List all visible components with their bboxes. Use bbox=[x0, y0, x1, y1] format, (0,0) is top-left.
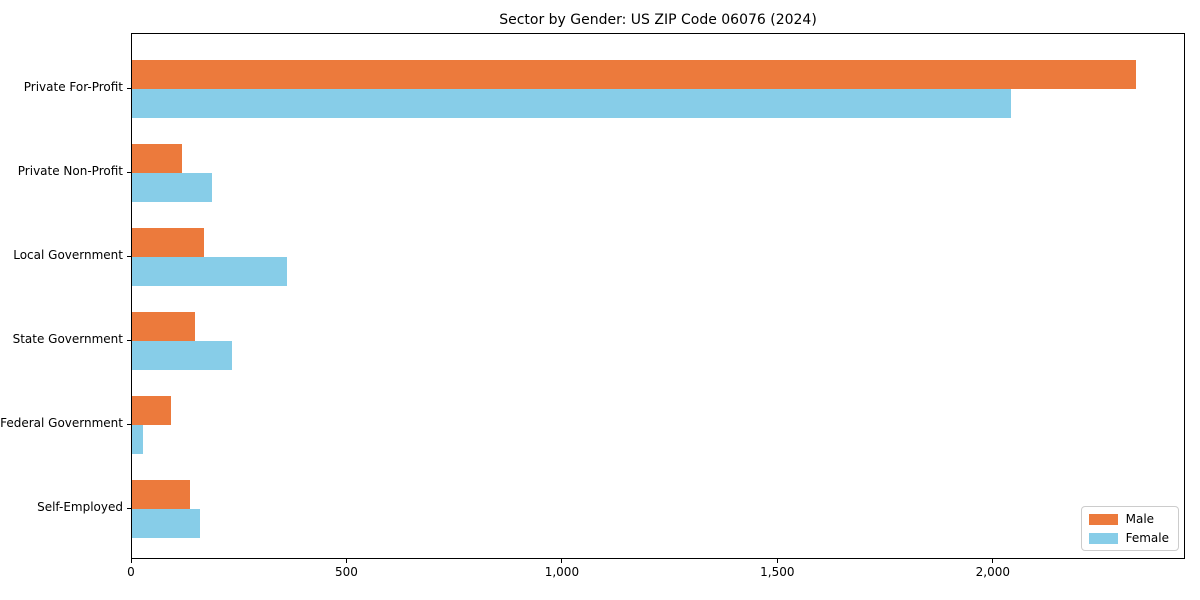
x-tick-label-4: 2,000 bbox=[975, 565, 1010, 579]
y-tick-mark bbox=[127, 171, 131, 173]
bar-male-4 bbox=[132, 396, 171, 425]
bar-male-1 bbox=[132, 144, 182, 173]
x-tick-label-2: 1,000 bbox=[544, 565, 580, 579]
x-tick-mark bbox=[776, 559, 778, 563]
x-tick-label-3: 1,500 bbox=[760, 565, 795, 579]
y-tick-mark bbox=[127, 339, 131, 341]
y-tick-label-0: Private For-Profit bbox=[23, 80, 123, 94]
bar-female-5 bbox=[132, 509, 200, 538]
bar-male-5 bbox=[132, 480, 190, 509]
bar-female-4 bbox=[132, 425, 143, 454]
x-tick-mark bbox=[561, 559, 563, 563]
x-tick-label-1: 500 bbox=[335, 565, 358, 579]
x-tick-mark bbox=[345, 559, 347, 563]
bar-female-0 bbox=[132, 89, 1012, 118]
y-tick-label-2: Local Government bbox=[13, 248, 123, 262]
x-tick-label-0: 0 bbox=[127, 565, 135, 579]
y-tick-label-5: Self-Employed bbox=[37, 500, 123, 514]
legend-item-male: Male bbox=[1088, 512, 1169, 526]
bar-male-0 bbox=[132, 60, 1136, 89]
y-tick-mark bbox=[127, 507, 131, 509]
y-tick-mark bbox=[127, 87, 131, 89]
bar-female-1 bbox=[132, 173, 212, 202]
x-tick-mark bbox=[992, 559, 994, 563]
y-tick-mark bbox=[127, 255, 131, 257]
y-tick-label-1: Private Non-Profit bbox=[17, 164, 123, 178]
legend-item-female: Female bbox=[1088, 531, 1169, 545]
y-tick-mark bbox=[127, 423, 131, 425]
bar-male-2 bbox=[132, 228, 205, 257]
chart-title: Sector by Gender: US ZIP Code 06076 (202… bbox=[499, 12, 817, 28]
plot-area bbox=[131, 33, 1185, 559]
y-tick-label-3: State Government bbox=[12, 332, 123, 346]
bar-female-2 bbox=[132, 257, 288, 286]
legend-swatch-male bbox=[1088, 513, 1118, 525]
legend: Male Female bbox=[1080, 506, 1179, 551]
legend-label-female: Female bbox=[1125, 531, 1169, 545]
legend-label-male: Male bbox=[1125, 512, 1155, 526]
bar-male-3 bbox=[132, 312, 195, 341]
bar-female-3 bbox=[132, 341, 233, 370]
y-tick-label-4: Federal Government bbox=[0, 416, 123, 430]
legend-swatch-female bbox=[1088, 532, 1118, 544]
x-tick-mark bbox=[130, 559, 132, 563]
